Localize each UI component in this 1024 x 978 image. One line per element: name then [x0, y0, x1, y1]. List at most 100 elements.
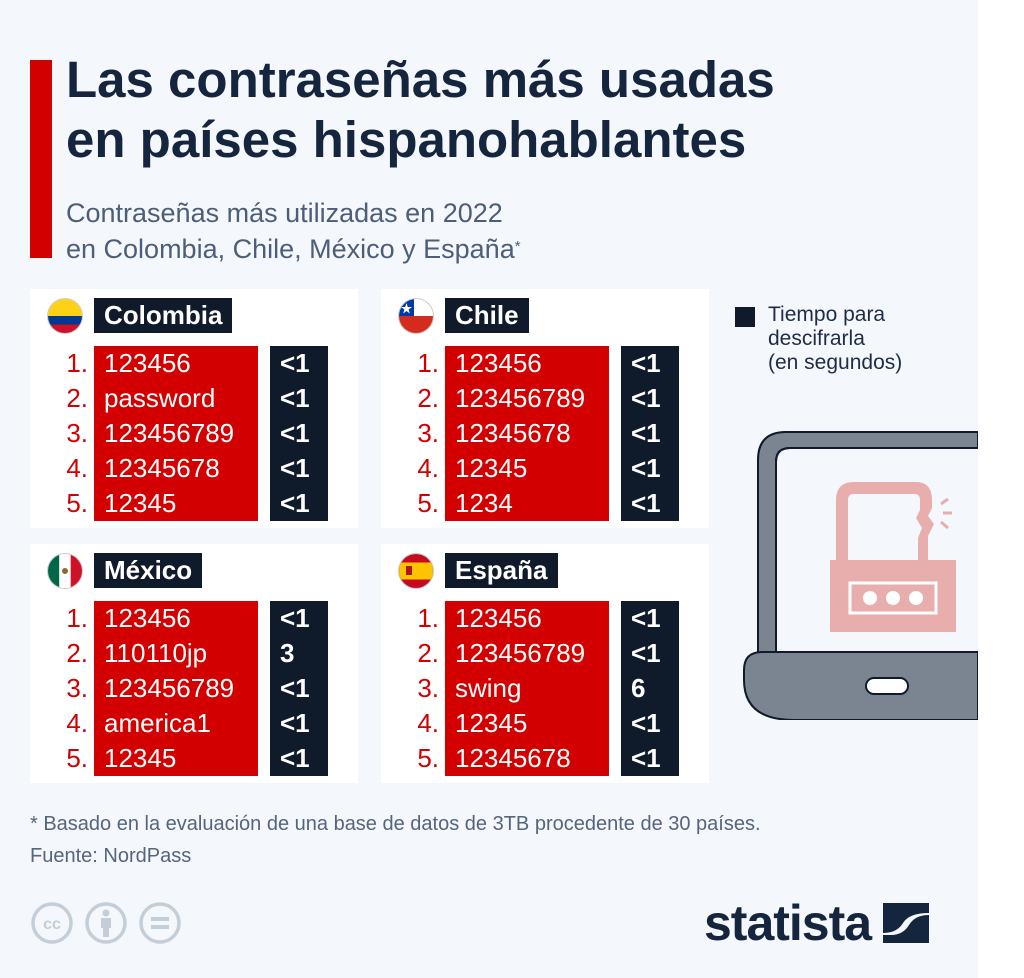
country-panel-3: España 1. 2. 3. 4. 5. 123456 123456789 swing 1234…: [381, 544, 709, 783]
crack-time-value: <1: [280, 418, 310, 448]
rank-label: 1.: [66, 348, 88, 378]
subtitle-line-1: Contraseñas más utilizadas en 2022: [66, 198, 503, 228]
crack-time-value: <1: [631, 708, 661, 738]
crack-time-value: <1: [631, 488, 661, 518]
crack-time-column: <1 3 <1 <1 <1: [270, 601, 328, 776]
password-value: 123456: [104, 603, 191, 633]
password-value: 123456: [455, 603, 542, 633]
crack-time-value: <1: [280, 488, 310, 518]
mexico-flag-icon: [48, 554, 82, 588]
colombia-flag-icon: [48, 299, 82, 333]
password-value: 12345678: [455, 418, 571, 448]
password-value: 12345678: [104, 453, 220, 483]
password-value: password: [104, 383, 216, 413]
crack-time-value: <1: [280, 348, 310, 378]
laptop-base: [743, 651, 978, 720]
rank-label: 4.: [417, 708, 439, 738]
crack-time-value: <1: [280, 708, 310, 738]
chart-title: Las contraseñas más usadas en países his…: [66, 50, 775, 170]
source-label: Fuente: NordPass: [30, 845, 192, 867]
password-value: 123456789: [455, 383, 586, 413]
rank-label: 2.: [417, 638, 439, 668]
crack-time-value: <1: [631, 638, 661, 668]
statista-logo[interactable]: statista: [704, 893, 930, 953]
country-panel-0: Colombia 1. 2. 3. 4. 5. 123456 password 12345678…: [30, 289, 358, 528]
rank-label: 2.: [66, 638, 88, 668]
password-column: 123456 110110jp 123456789 america1 12345: [94, 601, 258, 776]
password-value: 12345678: [455, 743, 571, 773]
password-value: 123456789: [455, 638, 586, 668]
country-panel-2: México 1. 2. 3. 4. 5. 123456 110110jp 123456789 a…: [30, 544, 358, 783]
password-value: 12345: [104, 488, 177, 518]
rank-label: 5.: [417, 488, 439, 518]
password-value: 110110jp: [104, 638, 208, 668]
password-column: 123456 password 123456789 12345678 12345: [94, 346, 258, 521]
password-value: 123456: [104, 348, 191, 378]
subtitle-line-2: en Colombia, Chile, México y España*: [66, 231, 521, 267]
legend-line-1: Tiempo para: [768, 303, 886, 326]
password-value: 12345: [455, 708, 528, 738]
rank-label: 3.: [66, 673, 88, 703]
crack-time-column: <1 <1 <1 <1 <1: [621, 346, 679, 521]
attribution-icon[interactable]: [84, 901, 128, 945]
subtitle-line-2-text: en Colombia, Chile, México y España: [66, 234, 515, 264]
crack-time-column: <1 <1 <1 <1 <1: [270, 346, 328, 521]
statista-logo-icon: [883, 903, 930, 943]
crack-time-value: <1: [280, 383, 310, 413]
rank-label: 4.: [417, 453, 439, 483]
laptop-lock-illustration: [743, 431, 978, 720]
crack-time-value: <1: [631, 348, 661, 378]
footnote: * Basado en la evaluación de una base de…: [30, 808, 761, 872]
spain-flag-icon: [399, 554, 433, 588]
rank-label: 1.: [417, 348, 439, 378]
rank-label: 4.: [66, 453, 88, 483]
rank-label: 2.: [417, 383, 439, 413]
crack-time-value: <1: [280, 743, 310, 773]
password-value: america1: [104, 708, 211, 738]
country-name: Chile: [445, 298, 529, 333]
crack-time-value: <1: [280, 453, 310, 483]
license-icons: cc: [30, 901, 182, 945]
rank-label: 3.: [417, 673, 439, 703]
crack-time-value: <1: [631, 383, 661, 413]
legend-line-2: descifrarla: [768, 327, 865, 350]
rank-label: 4.: [66, 708, 88, 738]
rank-column: 1. 2. 3. 4. 5.: [397, 601, 445, 776]
rank-column: 1. 2. 3. 4. 5.: [397, 346, 445, 521]
password-value: swing: [455, 673, 522, 703]
cc-icon[interactable]: cc: [30, 901, 74, 945]
legend-line-3: (en segundos): [768, 351, 903, 374]
crack-time-value: <1: [280, 603, 310, 633]
crack-time-value: 3: [280, 638, 295, 668]
rank-label: 5.: [66, 743, 88, 773]
title-accent-bar: [30, 60, 52, 258]
rank-label: 5.: [66, 488, 88, 518]
title-line-2: en países hispanohablantes: [66, 111, 747, 168]
crack-time-value: <1: [631, 453, 661, 483]
password-value: 1234: [455, 488, 513, 518]
password-value: 12345: [455, 453, 528, 483]
broken-padlock-icon: [830, 482, 956, 632]
rank-label: 1.: [417, 603, 439, 633]
crack-time-column: <1 <1 6 <1 <1: [621, 601, 679, 776]
rank-label: 5.: [417, 743, 439, 773]
password-column: 123456 123456789 12345678 12345 1234: [445, 346, 609, 521]
chile-flag-icon: [399, 299, 433, 333]
rank-label: 2.: [66, 383, 88, 413]
no-derivatives-icon[interactable]: [138, 901, 182, 945]
country-name: Colombia: [94, 298, 233, 333]
password-value: 12345: [104, 743, 177, 773]
legend-swatch-icon: [735, 307, 755, 327]
password-column: 123456 123456789 swing 12345 12345678: [445, 601, 609, 776]
laptop-screen-frame: [757, 431, 978, 671]
rank-label: 3.: [417, 418, 439, 448]
title-line-1: Las contraseñas más usadas: [66, 51, 775, 108]
country-name: España: [445, 553, 558, 588]
legend-label: Tiempo para descifrarla (en segundos): [768, 303, 968, 375]
crack-time-value: <1: [631, 603, 661, 633]
rank-label: 3.: [66, 418, 88, 448]
password-value: 123456789: [104, 418, 235, 448]
statista-wordmark: statista: [704, 895, 872, 951]
crack-time-value: <1: [631, 418, 661, 448]
footnote-marker: *: [514, 238, 521, 255]
